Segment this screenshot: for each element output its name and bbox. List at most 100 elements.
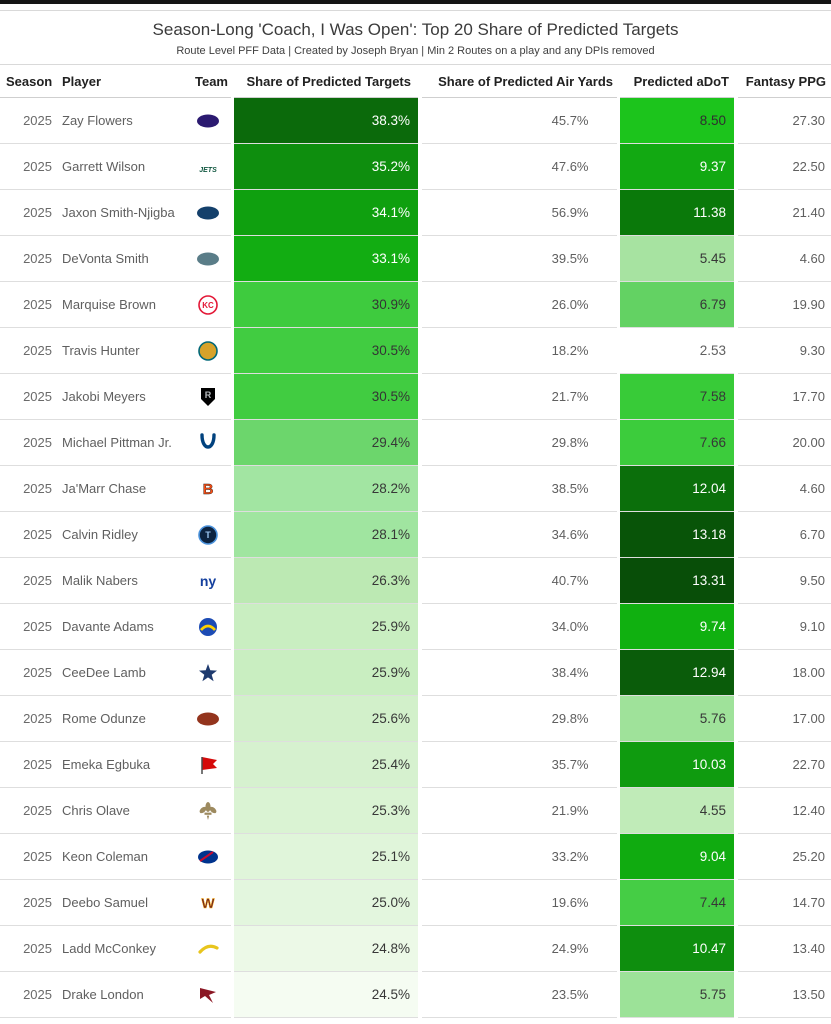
table-row[interactable]: 2025 Drake London 24.5% 23.5% 5.75 13.50: [0, 971, 831, 1018]
column-header-share-of-predicted-targets[interactable]: Share of Predicted Targets: [232, 64, 420, 98]
share-targets-cell: 25.1%: [230, 833, 422, 880]
fantasy-ppg-cell: 20.00: [736, 419, 831, 466]
fantasy-ppg-cell: 19.90: [736, 281, 831, 328]
table-row[interactable]: 2025 Ladd McConkey 24.8% 24.9% 10.47 13.40: [0, 925, 831, 972]
player-cell: Deebo Samuel: [56, 879, 186, 926]
share-air-yards-cell: 21.7%: [420, 373, 618, 420]
share-targets-cell: 25.3%: [230, 787, 422, 834]
predicted-adot-cell: 5.76: [616, 695, 738, 742]
season-cell: 2025: [0, 143, 56, 190]
fantasy-ppg-cell: 4.60: [736, 235, 831, 282]
share-air-yards-cell: 21.9%: [420, 787, 618, 834]
table-row[interactable]: 2025 DeVonta Smith 33.1% 39.5% 5.45 4.60: [0, 235, 831, 282]
player-cell: Drake London: [56, 971, 186, 1018]
table-row[interactable]: 2025 Marquise Brown KC 30.9% 26.0% 6.79 19.90: [0, 281, 831, 328]
table-row[interactable]: 2025 Davante Adams 25.9% 34.0% 9.74 9.10: [0, 603, 831, 650]
share-air-yards-cell: 29.8%: [420, 419, 618, 466]
share-air-yards-cell: 34.0%: [420, 603, 618, 650]
table-row[interactable]: 2025 Ja'Marr Chase B 28.2% 38.5% 12.04 4.60: [0, 465, 831, 512]
predicted-adot-cell: 11.38: [616, 189, 738, 236]
player-cell: CeeDee Lamb: [56, 649, 186, 696]
table-row[interactable]: 2025 Keon Coleman 25.1% 33.2% 9.04 25.20: [0, 833, 831, 880]
table-row[interactable]: 2025 Chris Olave 25.3% 21.9% 4.55 12.40: [0, 787, 831, 834]
player-cell: Ladd McConkey: [56, 925, 186, 972]
predicted-adot-cell: 12.94: [616, 649, 738, 696]
player-cell: Michael Pittman Jr.: [56, 419, 186, 466]
table-row[interactable]: 2025 Zay Flowers 38.3% 45.7% 8.50 27.30: [0, 97, 831, 144]
table-row[interactable]: 2025 Calvin Ridley T 28.1% 34.6% 13.18 6.70: [0, 511, 831, 558]
predicted-adot-cell: 6.79: [616, 281, 738, 328]
svg-text:JETS: JETS: [199, 167, 217, 174]
predicted-adot-cell: 5.75: [616, 971, 738, 1018]
team-cell: KC: [186, 281, 232, 328]
share-air-yards-cell: 56.9%: [420, 189, 618, 236]
team-logo-icon: [198, 944, 219, 954]
table-row[interactable]: 2025 CeeDee Lamb 25.9% 38.4% 12.94 18.00: [0, 649, 831, 696]
table-row[interactable]: 2025 Emeka Egbuka 25.4% 35.7% 10.03 22.70: [0, 741, 831, 788]
page-subtitle: Route Level PFF Data | Created by Joseph…: [176, 45, 655, 57]
column-header-share-of-predicted-air-yards[interactable]: Share of Predicted Air Yards: [420, 64, 618, 98]
table-row[interactable]: 2025 Travis Hunter 30.5% 18.2% 2.53 9.30: [0, 327, 831, 374]
season-cell: 2025: [0, 281, 56, 328]
team-cell: [186, 97, 232, 144]
fantasy-ppg-cell: 13.50: [736, 971, 831, 1018]
column-header-predicted-adot[interactable]: Predicted aDoT: [618, 64, 736, 98]
fantasy-ppg-cell: 18.00: [736, 649, 831, 696]
fantasy-ppg-cell: 22.70: [736, 741, 831, 788]
share-targets-cell: 30.5%: [230, 373, 422, 420]
targets-table: Season Player Team Share of Predicted Targe…: [0, 64, 831, 1018]
column-header-team[interactable]: Team: [186, 64, 232, 98]
table-row[interactable]: 2025 Deebo Samuel W 25.0% 19.6% 7.44 14.70: [0, 879, 831, 926]
season-cell: 2025: [0, 465, 56, 512]
predicted-adot-cell: 9.04: [616, 833, 738, 880]
team-logo-icon: [201, 756, 218, 774]
share-air-yards-cell: 29.8%: [420, 695, 618, 742]
share-targets-cell: 28.2%: [230, 465, 422, 512]
share-targets-cell: 25.9%: [230, 649, 422, 696]
team-logo-icon: [200, 432, 216, 449]
svg-text:T: T: [206, 530, 212, 540]
team-cell: JETS: [186, 143, 232, 190]
share-targets-cell: 30.5%: [230, 327, 422, 374]
team-logo-icon: [200, 987, 217, 1003]
player-cell: Travis Hunter: [56, 327, 186, 374]
column-header-season[interactable]: Season: [0, 64, 56, 98]
team-logo-icon: [197, 712, 220, 725]
season-cell: 2025: [0, 97, 56, 144]
share-air-yards-cell: 34.6%: [420, 511, 618, 558]
team-logo-icon: KC: [198, 294, 219, 315]
predicted-adot-cell: 7.58: [616, 373, 738, 420]
predicted-adot-cell: 2.53: [616, 327, 738, 374]
team-cell: [186, 695, 232, 742]
season-cell: 2025: [0, 925, 56, 972]
column-header-fantasy-ppg[interactable]: Fantasy PPG: [736, 64, 831, 98]
season-cell: 2025: [0, 971, 56, 1018]
team-cell: [186, 603, 232, 650]
team-cell: T: [186, 511, 232, 558]
table-row[interactable]: 2025 Rome Odunze 25.6% 29.8% 5.76 17.00: [0, 695, 831, 742]
table-row[interactable]: 2025 Jaxon Smith-Njigba 34.1% 56.9% 11.38 21.…: [0, 189, 831, 236]
team-cell: [186, 649, 232, 696]
svg-text:ny: ny: [200, 573, 217, 589]
fantasy-ppg-cell: 25.20: [736, 833, 831, 880]
fantasy-ppg-cell: 6.70: [736, 511, 831, 558]
table-row[interactable]: 2025 Michael Pittman Jr. 29.4% 29.8% 7.66 20.…: [0, 419, 831, 466]
team-cell: W: [186, 879, 232, 926]
season-cell: 2025: [0, 833, 56, 880]
predicted-adot-cell: 4.55: [616, 787, 738, 834]
share-air-yards-cell: 47.6%: [420, 143, 618, 190]
share-targets-cell: 26.3%: [230, 557, 422, 604]
fantasy-ppg-cell: 13.40: [736, 925, 831, 972]
share-air-yards-cell: 19.6%: [420, 879, 618, 926]
table-row[interactable]: 2025 Garrett Wilson JETS 35.2% 47.6% 9.37 22.5…: [0, 143, 831, 190]
share-targets-cell: 25.4%: [230, 741, 422, 788]
share-targets-cell: 38.3%: [230, 97, 422, 144]
season-cell: 2025: [0, 879, 56, 926]
table-row[interactable]: 2025 Jakobi Meyers R 30.5% 21.7% 7.58 17.70: [0, 373, 831, 420]
player-cell: Zay Flowers: [56, 97, 186, 144]
table-row[interactable]: 2025 Malik Nabers ny 26.3% 40.7% 13.31 9.50: [0, 557, 831, 604]
share-air-yards-cell: 33.2%: [420, 833, 618, 880]
share-air-yards-cell: 18.2%: [420, 327, 618, 374]
column-header-player[interactable]: Player: [56, 64, 186, 98]
share-targets-cell: 25.9%: [230, 603, 422, 650]
